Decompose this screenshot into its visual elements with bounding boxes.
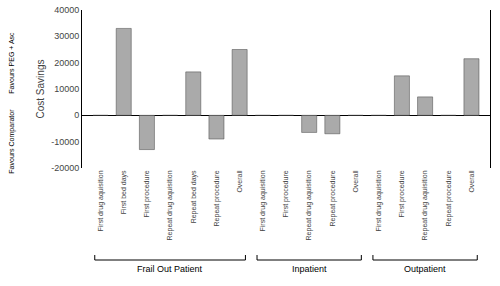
svg-text:Cost Savings: Cost Savings [35, 60, 46, 119]
svg-text:10000: 10000 [54, 84, 79, 94]
svg-text:First procedure: First procedure [282, 170, 290, 217]
svg-text:Repeat procedure: Repeat procedure [329, 170, 337, 226]
svg-text:-20000: -20000 [51, 163, 79, 173]
svg-text:0: 0 [74, 110, 79, 120]
svg-text:-10000: -10000 [51, 137, 79, 147]
svg-text:Outpatient: Outpatient [404, 264, 446, 274]
svg-text:First bed days: First bed days [120, 170, 128, 214]
svg-text:Repeat procedure: Repeat procedure [213, 170, 221, 226]
svg-text:First drug aquisition: First drug aquisition [97, 170, 105, 231]
svg-text:Overall: Overall [236, 170, 243, 193]
svg-text:First drug aquisition: First drug aquisition [259, 170, 267, 231]
svg-text:Repeat drug aquisition: Repeat drug aquisition [305, 170, 313, 240]
svg-text:20000: 20000 [54, 58, 79, 68]
svg-text:Frail Out Patient: Frail Out Patient [137, 264, 203, 274]
svg-text:Repeat procedure: Repeat procedure [445, 170, 453, 226]
svg-text:Favours PEG + Asc: Favours PEG + Asc [8, 32, 15, 94]
svg-text:Repeat drug aquisition: Repeat drug aquisition [421, 170, 429, 240]
svg-text:40000: 40000 [54, 5, 79, 15]
svg-text:First drug aquisition: First drug aquisition [375, 170, 383, 231]
svg-text:30000: 30000 [54, 31, 79, 41]
svg-text:Favours Comparator: Favours Comparator [8, 109, 16, 174]
svg-text:First procedure: First procedure [143, 170, 151, 217]
svg-text:Overall: Overall [352, 170, 359, 193]
svg-text:Repeat drug aquisition: Repeat drug aquisition [166, 170, 174, 240]
svg-text:Inpatient: Inpatient [292, 264, 327, 274]
svg-text:First procedure: First procedure [398, 170, 406, 217]
svg-text:Repeat bed days: Repeat bed days [190, 170, 198, 223]
svg-text:Overall: Overall [468, 170, 475, 193]
